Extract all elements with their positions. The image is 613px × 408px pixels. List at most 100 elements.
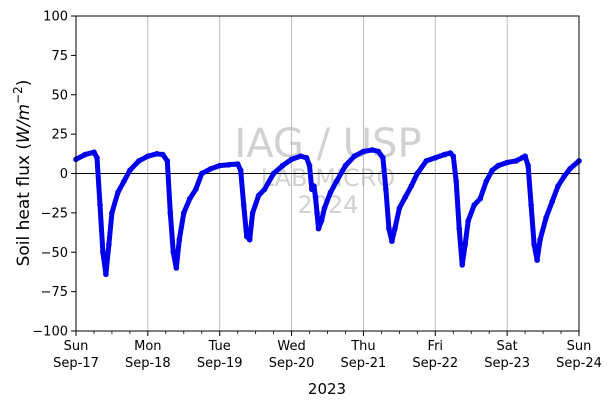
data-point — [462, 241, 469, 248]
x-axis: Sun Sep-17 Mon Sep-18 Tue Sep-19 Wed Sep-20 Thu S… — [53, 331, 602, 371]
data-point — [351, 153, 358, 159]
x-tick-label-day: Sat — [496, 339, 517, 354]
data-point — [170, 249, 177, 256]
data-point — [160, 151, 166, 158]
data-point — [414, 170, 421, 177]
data-point — [82, 151, 88, 158]
data-point — [216, 162, 223, 169]
x-tick-label-date: Sep-18 — [125, 356, 171, 371]
data-point — [389, 238, 395, 244]
y-tick-label: 75 — [51, 49, 68, 64]
y-axis-label-exponent: −2 — [11, 86, 25, 104]
data-point — [237, 167, 244, 174]
y-axis: −100 −75 −50 −25 0 25 50 75 100 — [32, 10, 76, 340]
data-point — [483, 178, 490, 185]
data-point — [369, 147, 376, 153]
x-tick-label-date: Sep-21 — [341, 356, 387, 371]
watermark: IAG / USP LAB MICRO 2024 — [234, 121, 421, 219]
data-point — [136, 158, 142, 164]
x-tick-label-day: Tue — [208, 339, 231, 354]
data-point — [314, 210, 320, 216]
data-point — [549, 199, 555, 205]
data-point — [375, 148, 382, 155]
data-point — [127, 167, 133, 174]
data-point — [176, 236, 183, 243]
x-tick-label-day: Thu — [350, 339, 375, 354]
data-point — [459, 262, 466, 268]
data-point — [261, 186, 268, 193]
data-point — [199, 170, 205, 177]
x-tick-label-day: Wed — [277, 339, 305, 354]
x-tick-label-day: Fri — [428, 339, 444, 354]
data-point — [453, 178, 460, 185]
y-axis-label: Soil heat flux (W/m−2) — [11, 80, 34, 267]
data-point — [450, 153, 457, 159]
data-point — [531, 241, 537, 248]
data-point — [396, 205, 403, 211]
data-point — [432, 155, 439, 161]
data-point — [193, 186, 199, 193]
y-tick-label: −100 — [32, 325, 68, 340]
data-point — [567, 166, 573, 172]
y-axis-label-prefix: Soil heat flux ( — [14, 143, 34, 266]
watermark-line-2: LAB MICRO — [261, 164, 396, 192]
x-tick-label-date: Sep-19 — [197, 356, 243, 371]
data-point — [318, 218, 325, 224]
data-point — [91, 149, 97, 155]
y-tick-label: 0 — [60, 167, 68, 182]
data-point — [555, 183, 561, 189]
data-point — [121, 178, 127, 185]
data-point — [106, 241, 112, 248]
data-point — [333, 178, 340, 185]
y-axis-label-unit: W/m — [14, 104, 34, 143]
data-point — [164, 158, 171, 164]
y-tick-label: 50 — [51, 88, 68, 103]
data-point — [477, 195, 484, 202]
data-point — [465, 218, 472, 224]
data-point — [495, 162, 502, 169]
data-point — [109, 210, 115, 216]
data-point — [471, 202, 478, 208]
data-point — [187, 195, 193, 202]
data-point — [392, 225, 398, 232]
data-point — [383, 186, 389, 193]
data-point — [288, 156, 295, 163]
data-point — [246, 236, 253, 243]
data-point — [306, 162, 313, 169]
data-point — [327, 189, 334, 196]
watermark-line-1: IAG / USP — [234, 121, 421, 167]
data-point — [380, 155, 386, 161]
data-point — [489, 167, 496, 174]
y-axis-label-suffix: ) — [14, 80, 34, 87]
x-tick-label-day: Mon — [134, 339, 161, 354]
data-point — [402, 194, 409, 200]
data-point — [360, 148, 367, 155]
data-point — [408, 183, 415, 189]
data-point — [342, 162, 349, 169]
data-point — [270, 170, 277, 177]
data-point — [100, 249, 106, 256]
data-point — [321, 205, 328, 211]
x-axis-label: 2023 — [308, 380, 346, 398]
data-point — [225, 162, 232, 168]
data-point — [97, 202, 103, 208]
data-point — [311, 183, 317, 189]
data-point — [94, 155, 100, 161]
data-point — [315, 225, 322, 232]
data-point — [207, 166, 214, 172]
x-tick-label-date: Sep-23 — [484, 356, 530, 371]
data-point — [255, 192, 262, 199]
data-point — [154, 151, 160, 157]
y-tick-label: −50 — [41, 246, 68, 261]
y-tick-label: 100 — [43, 10, 68, 25]
data-point — [456, 225, 463, 232]
data-point — [234, 161, 241, 167]
x-tick-label-day: Sun — [64, 339, 89, 354]
data-point — [115, 189, 121, 196]
x-tick-label-date: Sep-20 — [269, 356, 315, 371]
data-point — [504, 159, 510, 166]
data-point — [513, 158, 519, 164]
data-point — [297, 153, 304, 159]
data-point — [240, 202, 247, 208]
